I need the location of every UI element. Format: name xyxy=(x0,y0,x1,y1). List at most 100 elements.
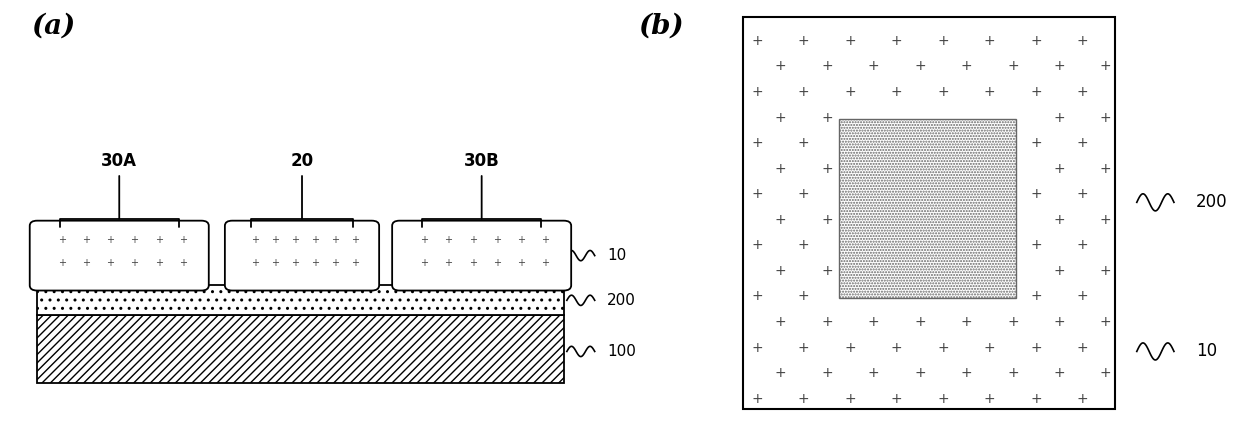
Text: +: + xyxy=(1053,264,1066,278)
Text: +: + xyxy=(774,264,787,278)
Text: +: + xyxy=(1053,162,1066,176)
Text: +: + xyxy=(445,235,452,245)
Text: +: + xyxy=(517,258,525,268)
Text: +: + xyxy=(250,235,259,245)
Text: +: + xyxy=(798,34,809,48)
Text: +: + xyxy=(1077,34,1088,48)
Text: +: + xyxy=(1100,366,1111,380)
Text: +: + xyxy=(774,111,787,124)
Text: +: + xyxy=(938,34,949,48)
Text: +: + xyxy=(1031,34,1042,48)
Text: +: + xyxy=(445,258,452,268)
Text: +: + xyxy=(155,258,162,268)
Text: +: + xyxy=(1031,341,1042,354)
Text: +: + xyxy=(938,392,949,406)
Text: +: + xyxy=(960,315,973,329)
Text: +: + xyxy=(352,258,359,268)
Text: +: + xyxy=(752,85,763,99)
Text: +: + xyxy=(798,290,809,303)
Text: +: + xyxy=(891,85,902,99)
Text: +: + xyxy=(331,258,339,268)
Text: +: + xyxy=(845,341,856,354)
Text: +: + xyxy=(821,264,833,278)
Text: +: + xyxy=(250,258,259,268)
Text: +: + xyxy=(774,60,787,73)
Text: +: + xyxy=(1053,315,1066,329)
Bar xyxy=(37,315,564,383)
Text: +: + xyxy=(752,392,763,406)
Text: +: + xyxy=(984,341,995,354)
Text: +: + xyxy=(352,235,359,245)
Text: +: + xyxy=(291,235,299,245)
Text: +: + xyxy=(960,60,973,73)
Text: +: + xyxy=(798,341,809,354)
Text: +: + xyxy=(752,187,763,201)
Text: +: + xyxy=(891,392,902,406)
Text: +: + xyxy=(914,366,926,380)
Text: +: + xyxy=(1007,60,1018,73)
Text: +: + xyxy=(845,392,856,406)
Text: +: + xyxy=(1100,60,1111,73)
Text: 30A: 30A xyxy=(59,153,178,227)
Text: +: + xyxy=(291,258,299,268)
Text: +: + xyxy=(1053,366,1066,380)
Text: +: + xyxy=(82,258,90,268)
Text: +: + xyxy=(798,392,809,406)
Bar xyxy=(37,285,564,315)
Text: 30B: 30B xyxy=(422,153,541,227)
Bar xyxy=(840,119,1016,298)
Text: +: + xyxy=(107,235,114,245)
Text: 100: 100 xyxy=(607,344,636,359)
Text: +: + xyxy=(752,34,763,48)
Text: +: + xyxy=(517,235,525,245)
Text: +: + xyxy=(1053,60,1066,73)
Text: +: + xyxy=(774,162,787,176)
Text: +: + xyxy=(130,235,139,245)
Text: +: + xyxy=(493,235,501,245)
Text: +: + xyxy=(798,136,809,150)
Text: +: + xyxy=(1007,366,1018,380)
Text: +: + xyxy=(938,341,949,354)
Text: +: + xyxy=(914,315,926,329)
Text: +: + xyxy=(821,60,833,73)
Text: 20: 20 xyxy=(252,153,353,227)
Text: +: + xyxy=(1031,187,1042,201)
Text: +: + xyxy=(1031,392,1042,406)
Text: +: + xyxy=(821,111,833,124)
Text: +: + xyxy=(845,85,856,99)
Text: +: + xyxy=(984,85,995,99)
Text: +: + xyxy=(798,85,809,99)
Text: (a): (a) xyxy=(31,13,76,40)
Text: +: + xyxy=(331,235,339,245)
Text: +: + xyxy=(468,235,477,245)
Text: +: + xyxy=(1100,111,1111,124)
Text: +: + xyxy=(178,258,187,268)
Text: +: + xyxy=(420,235,429,245)
Text: +: + xyxy=(867,60,880,73)
Text: 10: 10 xyxy=(1196,343,1217,360)
Text: +: + xyxy=(821,162,833,176)
Text: +: + xyxy=(1007,315,1018,329)
Text: +: + xyxy=(891,34,902,48)
Text: +: + xyxy=(774,366,787,380)
Text: +: + xyxy=(1077,392,1088,406)
Text: +: + xyxy=(493,258,501,268)
Text: +: + xyxy=(178,235,187,245)
Text: +: + xyxy=(1100,264,1111,278)
Text: +: + xyxy=(468,258,477,268)
Text: +: + xyxy=(938,85,949,99)
Text: +: + xyxy=(752,136,763,150)
Text: +: + xyxy=(752,290,763,303)
Text: +: + xyxy=(1100,315,1111,329)
Text: +: + xyxy=(130,258,139,268)
Text: +: + xyxy=(867,315,880,329)
Text: +: + xyxy=(821,315,833,329)
Text: +: + xyxy=(107,258,114,268)
Text: +: + xyxy=(798,239,809,252)
Text: +: + xyxy=(1077,341,1088,354)
Text: +: + xyxy=(1077,85,1088,99)
FancyBboxPatch shape xyxy=(224,221,379,291)
Text: +: + xyxy=(984,392,995,406)
Text: +: + xyxy=(821,366,833,380)
Text: +: + xyxy=(541,235,549,245)
